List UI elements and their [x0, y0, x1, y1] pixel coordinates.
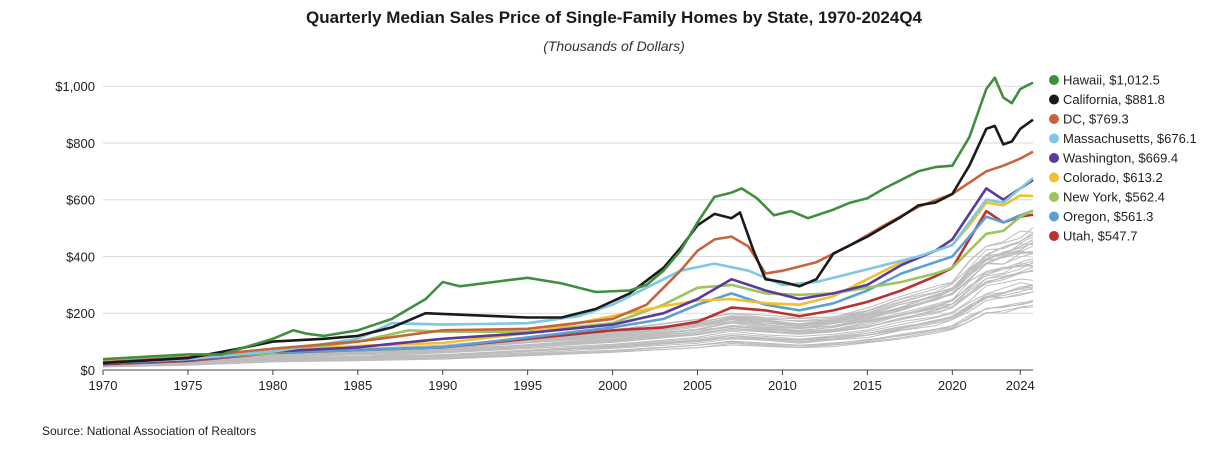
- y-tick-label: $0: [81, 363, 95, 378]
- legend-label: DC, $769.3: [1063, 112, 1129, 127]
- legend-marker: [1049, 153, 1059, 163]
- series-line: [102, 76, 1034, 361]
- legend-marker: [1049, 192, 1059, 202]
- background-series-line: [102, 230, 1034, 364]
- x-tick-label: 1970: [89, 378, 118, 393]
- x-tick-label: 1995: [513, 378, 542, 393]
- legend-label: Massachusetts, $676.1: [1063, 131, 1197, 146]
- x-tick-label: 2005: [683, 378, 712, 393]
- background-series-line: [102, 278, 1034, 366]
- legend-marker: [1049, 75, 1059, 85]
- legend-marker: [1049, 211, 1059, 222]
- legend-marker: [1049, 114, 1059, 124]
- x-tick-label: 2020: [938, 378, 967, 393]
- legend-label: California, $881.8: [1063, 92, 1165, 107]
- gridlines: [103, 85, 1033, 314]
- background-state-lines: [102, 227, 1034, 368]
- x-tick-label: 2024: [1006, 378, 1035, 393]
- axes: $0 $200 $400 $600 $800 $1,000 1970 1975 1980 1985…: [55, 79, 1034, 393]
- legend-label: Utah, $547.7: [1063, 229, 1137, 244]
- y-tick-label: $1,000: [55, 79, 95, 94]
- x-tick-label: 2015: [853, 378, 882, 393]
- legend-label: Washington, $669.4: [1063, 151, 1178, 166]
- background-series-line: [102, 288, 1034, 367]
- y-tick-label: $600: [66, 193, 95, 208]
- series-line: [102, 209, 1034, 366]
- legend: Hawaii, $1,012.5 California, $881.8 DC, $7…: [1049, 73, 1197, 244]
- chart-source: Source: National Association of Realtors: [42, 424, 257, 438]
- x-tick-label: 2000: [598, 378, 627, 393]
- series-line: [102, 194, 1034, 366]
- legend-marker: [1049, 231, 1059, 241]
- legend-label: New York, $562.4: [1063, 190, 1165, 205]
- series-line: [102, 209, 1034, 365]
- highlighted-state-lines: [102, 76, 1034, 366]
- series-line: [102, 150, 1034, 364]
- x-tick-label: 1975: [173, 378, 202, 393]
- legend-label: Colorado, $613.2: [1063, 170, 1163, 185]
- background-series-line: [102, 306, 1034, 368]
- legend-label: Oregon, $561.3: [1063, 209, 1153, 224]
- chart-subtitle: (Thousands of Dollars): [543, 38, 685, 54]
- y-tick-label: $800: [66, 136, 95, 151]
- y-tick-label: $200: [66, 306, 95, 321]
- background-series-line: [102, 291, 1034, 367]
- series-line: [102, 177, 1034, 365]
- series-line: [102, 118, 1034, 365]
- x-tick-label: 1990: [428, 378, 457, 393]
- x-tick-label: 1980: [258, 378, 287, 393]
- background-series-line: [102, 282, 1034, 367]
- background-series-line: [102, 252, 1034, 365]
- legend-marker: [1049, 172, 1059, 183]
- background-series-line: [102, 301, 1034, 367]
- background-series-line: [102, 262, 1034, 365]
- x-tick-label: 1985: [343, 378, 372, 393]
- legend-marker: [1049, 133, 1059, 144]
- background-series-line: [102, 262, 1034, 365]
- series-line: [102, 178, 1034, 366]
- y-tick-label: $400: [66, 249, 95, 264]
- legend-marker: [1049, 94, 1059, 105]
- legend-label: Hawaii, $1,012.5: [1063, 73, 1160, 88]
- background-series-line: [102, 266, 1034, 366]
- chart-title: Quarterly Median Sales Price of Single-F…: [305, 8, 923, 27]
- x-tick-label: 2010: [768, 378, 797, 393]
